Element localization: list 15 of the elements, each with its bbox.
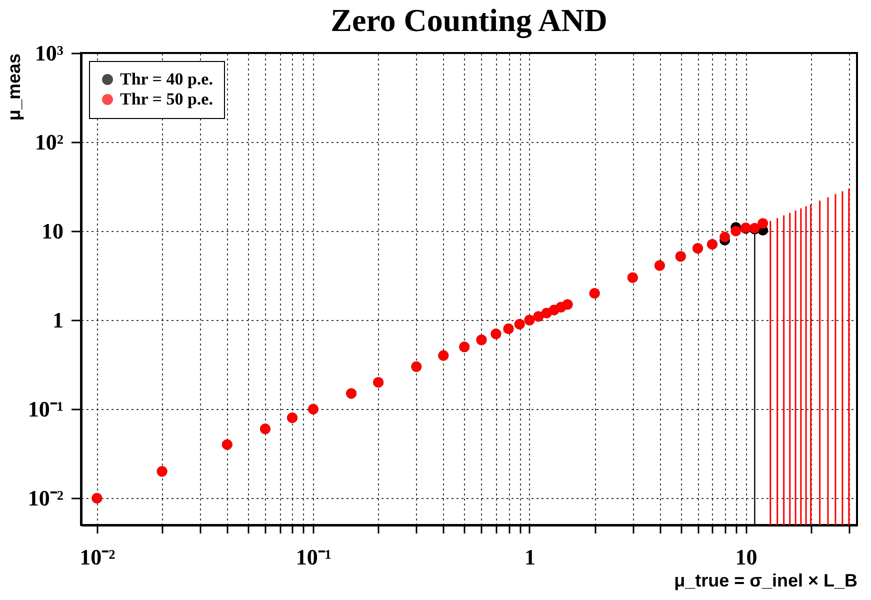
y-tick-label: 10² bbox=[34, 130, 64, 155]
x-tick-label: 10⁻² bbox=[80, 544, 116, 570]
x-tick-label: 10 bbox=[735, 544, 758, 570]
y-tick-label: 10 bbox=[42, 218, 64, 244]
x-tick-label: 10⁻¹ bbox=[296, 544, 332, 570]
x-axis-title: μ_true = σ_inel × L_B bbox=[674, 570, 858, 590]
y-tick-label: 10³ bbox=[34, 40, 64, 66]
y-tick-label: 10⁻¹ bbox=[28, 396, 64, 422]
legend-label: Thr = 50 p.e. bbox=[120, 90, 213, 108]
y-axis-title: μ_meas bbox=[4, 54, 24, 121]
chart-title: Zero Counting AND bbox=[330, 2, 608, 39]
y-tick-label: 1 bbox=[52, 308, 64, 333]
y-tick-label: 10⁻² bbox=[28, 486, 64, 511]
legend-label: Thr = 40 p.e. bbox=[120, 70, 213, 88]
x-tick-label: 1 bbox=[524, 544, 536, 570]
